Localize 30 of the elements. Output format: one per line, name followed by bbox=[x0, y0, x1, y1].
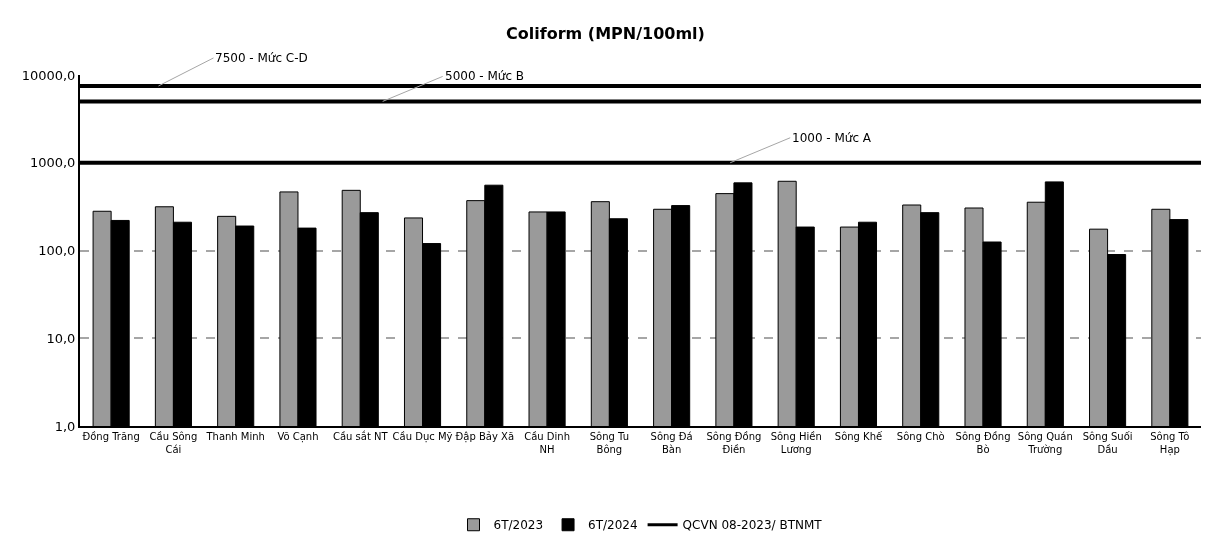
x-tick-label: Cầu sắt NT bbox=[332, 430, 389, 442]
x-tick-label: Sông Chò bbox=[896, 431, 945, 442]
chart-title: Coliform (MPN/100ml) bbox=[506, 23, 705, 43]
y-tick-label: 10,0 bbox=[46, 330, 76, 346]
x-tick-label: Sông Khế bbox=[834, 431, 883, 442]
x-tick-label: Sông Đồng Điền bbox=[706, 431, 762, 455]
x-tick-label: Sông Đồng Bò bbox=[955, 431, 1011, 455]
x-tick-label: Võ Cạnh bbox=[277, 431, 319, 443]
x-tick-label: Thanh Minh bbox=[205, 431, 265, 442]
y-tick-label: 1000,0 bbox=[29, 155, 76, 171]
x-tick-label: Đồng Trăng bbox=[82, 431, 140, 442]
y-tick-label: 10000,0 bbox=[21, 67, 76, 83]
x-tick-label: Sông Tô Hạp bbox=[1150, 431, 1190, 456]
legend-label: 6T/2024 bbox=[588, 518, 638, 533]
ref-line-label: 5000 - Mức B bbox=[445, 69, 525, 83]
x-tick-label: Cầu Dục Mỹ bbox=[392, 431, 453, 443]
x-tick-label: Sông Tu Bông bbox=[589, 431, 629, 455]
x-tick-label: Cầu Dinh NH bbox=[524, 431, 570, 455]
ref-line-label: 1000 - Mức A bbox=[792, 131, 872, 145]
legend-label: QCVN 08-2023/ BTNMT bbox=[682, 518, 823, 533]
ref-line-label: 7500 - Mức C-D bbox=[215, 51, 308, 65]
x-tick-label: Sông Suối Dầu bbox=[1082, 431, 1133, 455]
x-tick-label: Đập Bảy Xã bbox=[455, 431, 515, 443]
x-tick-label: Cầu Sông Cái bbox=[149, 431, 198, 455]
y-tick-label: 100,0 bbox=[38, 243, 76, 259]
y-tick-label: 1,0 bbox=[54, 418, 76, 434]
x-tick-label: Sông Đá Bàn bbox=[650, 431, 693, 455]
x-tick-label: Sông Quán Trường bbox=[1017, 431, 1073, 455]
legend-label: 6T/2023 bbox=[493, 518, 544, 533]
x-tick-label: Sông Hiền Lương bbox=[770, 431, 822, 455]
